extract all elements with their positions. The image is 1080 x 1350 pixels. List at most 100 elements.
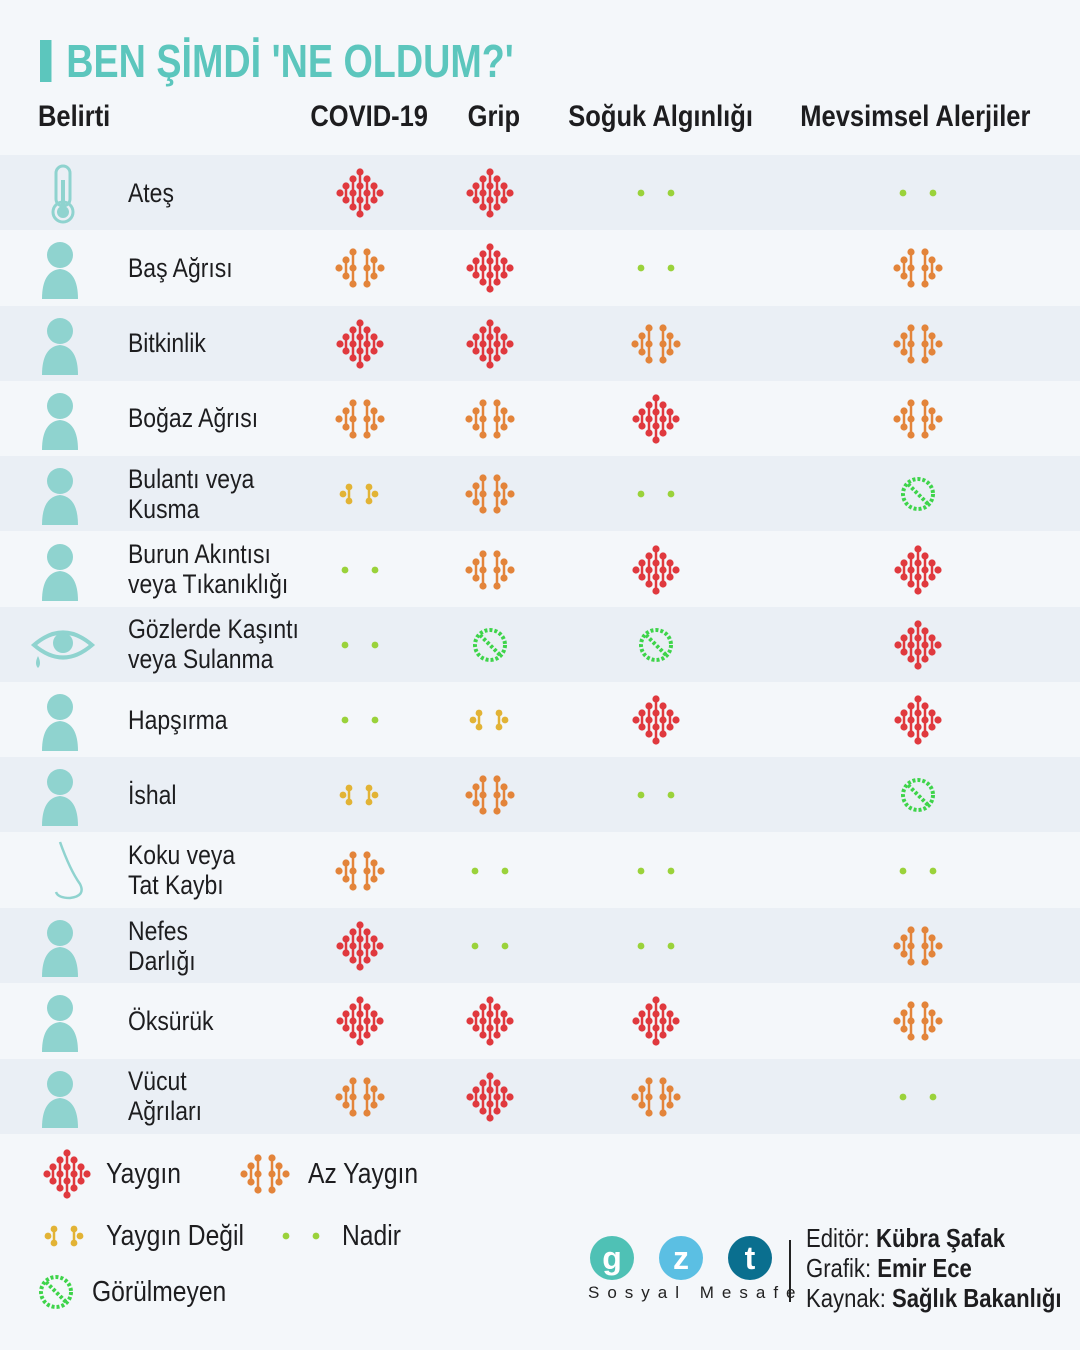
marker-dot — [356, 1010, 364, 1018]
cough-icon — [42, 995, 78, 1053]
marker-dot — [921, 730, 929, 738]
marker-dot — [363, 867, 371, 875]
marker-dot — [63, 1177, 71, 1185]
marker-dot — [907, 702, 915, 710]
yaygin-degil-marker-icon — [44, 1225, 84, 1247]
marker-dot — [356, 921, 364, 929]
legend-yaygin: Yaygın — [34, 1145, 194, 1203]
marker-dot — [486, 257, 494, 265]
marker-yaygın — [466, 243, 514, 293]
marker-dot — [363, 399, 371, 407]
marker-dot — [673, 1092, 681, 1101]
marker-dot — [914, 737, 922, 745]
marker-dot — [486, 360, 494, 369]
marker-dot — [339, 490, 347, 498]
marker-dot — [479, 431, 487, 439]
marker-dot — [363, 325, 371, 334]
marker-dot — [935, 339, 943, 348]
marker-dot — [631, 1092, 639, 1101]
marker-dot — [921, 264, 929, 272]
marker-dot — [935, 1017, 943, 1025]
marker-dot — [345, 483, 353, 491]
marker-dot — [342, 407, 350, 415]
marker-dot — [342, 859, 350, 867]
marker-dot — [479, 775, 487, 783]
marker-dot — [349, 203, 357, 211]
table-row: Boğaz Ağrısı — [0, 380, 1080, 456]
marker-dot — [63, 1163, 71, 1171]
marker-dot — [894, 565, 902, 574]
table-row: Hapşırma — [0, 682, 1080, 758]
marker-dot — [921, 641, 929, 649]
marker-dot — [349, 415, 357, 423]
marker-dot — [493, 1017, 501, 1025]
marker-dot — [472, 1010, 480, 1018]
marker-dot — [652, 422, 660, 430]
marker-dot — [506, 1092, 514, 1101]
marker-dot — [666, 558, 674, 567]
marker-dot — [507, 565, 515, 574]
tagline: Sosyal Mesafe — [588, 1283, 804, 1302]
marker-dot — [507, 490, 515, 498]
marker-dot — [466, 264, 474, 272]
marker-dot — [638, 1024, 646, 1032]
marker-dot — [921, 958, 929, 966]
marker-dot — [479, 325, 487, 334]
marker-dot — [893, 264, 901, 272]
marker-dot — [363, 942, 371, 950]
marker-dot — [365, 497, 373, 505]
marker-dot — [479, 175, 487, 183]
marker-dot — [486, 210, 494, 218]
marker-dot — [907, 355, 915, 364]
marker-dot — [652, 408, 660, 416]
marker-dot — [479, 1106, 487, 1115]
marker-dot — [486, 243, 494, 251]
table-row: Öksürük — [0, 983, 1080, 1059]
sneeze-icon — [42, 694, 78, 752]
marker-dot — [921, 355, 929, 364]
marker-dot — [365, 483, 373, 491]
marker-dot — [928, 934, 936, 942]
marker-dot — [493, 203, 501, 211]
marker-dot — [935, 942, 943, 950]
marker-dot — [914, 620, 922, 628]
marker-dot — [486, 1113, 494, 1122]
marker-yaygın-değil — [339, 784, 379, 806]
marker-dot — [928, 272, 936, 280]
marker-dot — [370, 182, 378, 190]
marker-yaygın — [336, 921, 384, 971]
table-row: Baş Ağrısı — [0, 230, 1080, 306]
marker-dot — [921, 551, 929, 560]
marker-nadir — [899, 189, 937, 197]
marker-dot — [479, 1017, 487, 1025]
marker-dot — [652, 572, 660, 581]
marker-dot — [363, 264, 371, 272]
marker-dot — [356, 318, 364, 327]
marker-dot — [893, 1017, 901, 1025]
marker-dot — [363, 203, 371, 211]
marker-dot — [652, 1024, 660, 1032]
footer-divider — [789, 1240, 791, 1302]
marker-dot — [479, 399, 487, 407]
marker-dot — [493, 431, 501, 439]
body-ache-icon — [42, 1070, 78, 1128]
marker-dot — [934, 641, 942, 649]
marker-dot — [645, 323, 653, 332]
marker-dot — [342, 1100, 350, 1109]
marker-dot — [349, 431, 357, 439]
marker-dot — [363, 851, 371, 859]
credit-source: Kaynak: Sağlık Bakanlığı — [806, 1283, 1062, 1314]
marker-dot — [493, 415, 501, 423]
marker-az-yaygın — [893, 323, 943, 364]
marker-dot — [673, 339, 681, 348]
marker-yaygın — [336, 996, 384, 1046]
marker-dot — [370, 1084, 378, 1093]
marker-dot — [638, 408, 646, 416]
title-bar — [40, 40, 52, 82]
marker-dot — [900, 272, 908, 280]
marker-dot — [376, 1017, 384, 1025]
marker-dot — [371, 490, 379, 498]
legend-az-yaygin: Az Yaygın — [232, 1145, 438, 1203]
marker-dot — [268, 1154, 276, 1162]
marker-dot — [900, 1025, 908, 1033]
